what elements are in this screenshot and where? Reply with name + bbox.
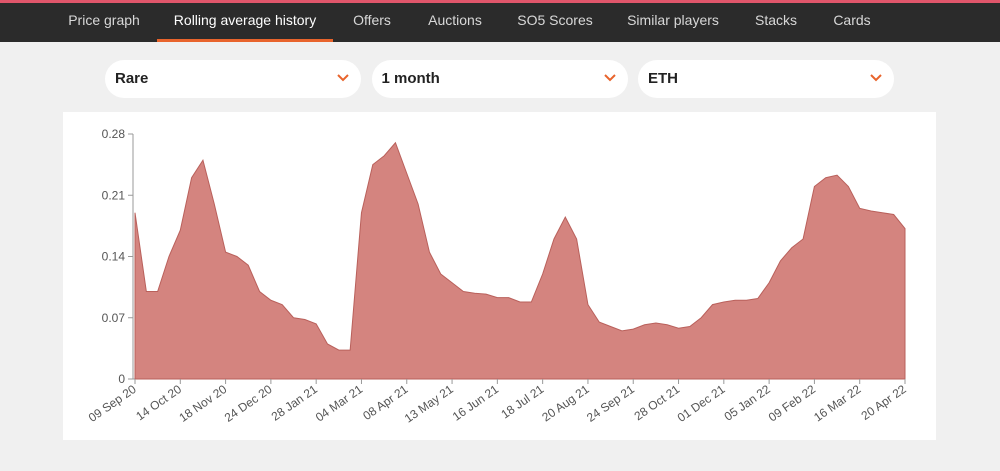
- x-tick-label: 24 Sep 21: [584, 382, 637, 425]
- x-tick-label: 20 Aug 21: [539, 382, 592, 425]
- nav-tab[interactable]: Stacks: [754, 12, 798, 28]
- x-tick-label: 16 Mar 22: [811, 382, 864, 425]
- dropdown[interactable]: ETH: [638, 60, 894, 98]
- x-tick-label: 16 Jun 21: [450, 382, 501, 424]
- dropdown[interactable]: 1 month: [371, 60, 628, 98]
- nav-tab[interactable]: Price graph: [68, 12, 140, 28]
- x-tick-label: 14 Oct 20: [133, 382, 184, 423]
- y-tick-label: 0: [118, 372, 125, 386]
- x-tick-label: 18 Nov 20: [176, 382, 229, 425]
- chevron: [603, 74, 616, 82]
- area: [134, 141, 906, 380]
- chevron: [337, 74, 349, 82]
- dropdown-value: ETH: [648, 70, 678, 87]
- x-tick-label: 24 Dec 20: [222, 382, 275, 425]
- x-tick-label: 09 Sep 20: [86, 382, 139, 425]
- x-tick-label: 09 Feb 22: [766, 382, 819, 425]
- nav-tab[interactable]: Auctions: [428, 12, 482, 28]
- x-tick-label: 01 Dec 21: [675, 382, 728, 425]
- chevron: [870, 74, 882, 82]
- dropdown[interactable]: Rare: [105, 60, 361, 98]
- active-tab-underline: [157, 39, 333, 42]
- x-tick-label: 18 Jul 21: [498, 382, 546, 422]
- nav-tab[interactable]: Cards: [833, 12, 871, 28]
- x-tick-label: 04 Mar 21: [313, 382, 366, 425]
- dropdown-value: Rare: [115, 70, 149, 87]
- y-tick-label: 0.28: [102, 127, 126, 141]
- y-tick-label: 0.07: [102, 311, 126, 325]
- nav-tab[interactable]: Rolling average history: [173, 12, 317, 28]
- dropdown-value: 1 month: [381, 70, 440, 87]
- x-tick-label: 13 May 21: [402, 382, 456, 426]
- nav-tab[interactable]: Similar players: [627, 12, 719, 28]
- chart-panel: 0 0.07 0.14 0.21 0.28 09 Sep 20 14 Oct 20 18 No…: [63, 112, 936, 440]
- nav-tab[interactable]: SO5 Scores: [517, 12, 593, 28]
- y-tick-label: 0.14: [102, 250, 126, 264]
- x-tick-label: 28 Oct 21: [632, 382, 683, 423]
- y-tick-label: 0.21: [102, 188, 126, 202]
- x-tick-label: 05 Jan 22: [722, 382, 773, 424]
- x-tick-label: 20 Apr 22: [859, 382, 909, 423]
- nav-tab[interactable]: Offers: [353, 12, 391, 28]
- nav-bar: Price graph Rolling average history Offers…: [0, 0, 1000, 42]
- x-tick-label: 28 Jan 21: [269, 382, 320, 424]
